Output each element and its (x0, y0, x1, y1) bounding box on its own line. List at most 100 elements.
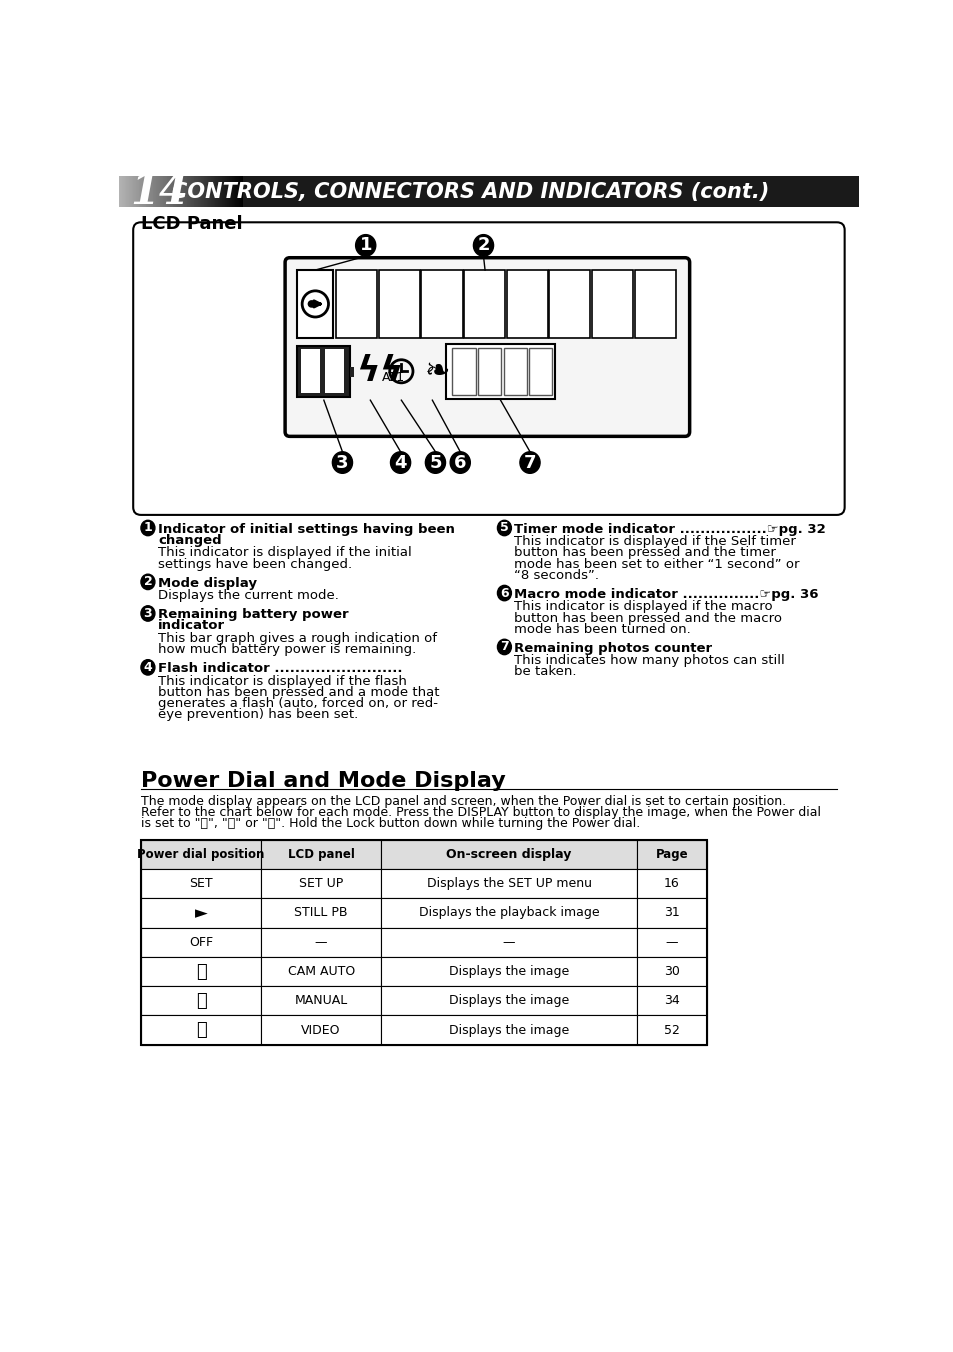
Text: 30: 30 (663, 965, 679, 977)
Text: mode has been set to either “1 second” or: mode has been set to either “1 second” o… (514, 557, 800, 571)
Text: Ⓜ: Ⓜ (195, 992, 206, 1010)
Text: On-screen display: On-screen display (446, 848, 571, 861)
Text: Remaining photos counter: Remaining photos counter (514, 642, 712, 654)
Bar (529, 347, 552, 395)
Text: 5: 5 (499, 522, 508, 534)
Text: This indicator is displayed if the flash: This indicator is displayed if the flash (158, 675, 406, 688)
Bar (452, 347, 476, 395)
Bar (297, 270, 333, 338)
Bar (141, 986, 261, 1015)
Bar (261, 840, 381, 869)
Ellipse shape (390, 452, 410, 473)
Text: LCD Panel: LCD Panel (141, 215, 242, 233)
Text: Mode display: Mode display (158, 576, 256, 589)
Text: 3: 3 (335, 453, 349, 472)
Text: SET UP: SET UP (298, 877, 343, 890)
Text: Displays the playback image: Displays the playback image (418, 906, 598, 919)
Text: 5: 5 (429, 453, 441, 472)
Ellipse shape (141, 575, 154, 589)
Text: Page: Page (655, 848, 687, 861)
Text: CAM AUTO: CAM AUTO (287, 965, 355, 977)
Bar (141, 840, 706, 1045)
Text: 16: 16 (663, 877, 679, 890)
Ellipse shape (450, 452, 470, 473)
Text: 4: 4 (143, 661, 152, 673)
Bar (506, 270, 547, 338)
Text: indicator: indicator (158, 619, 225, 633)
Text: 6: 6 (454, 453, 466, 472)
Text: This indicator is displayed if the macro: This indicator is displayed if the macro (514, 600, 772, 614)
Ellipse shape (355, 235, 375, 256)
FancyBboxPatch shape (285, 258, 689, 437)
Ellipse shape (497, 521, 511, 535)
Ellipse shape (497, 639, 511, 654)
Bar (637, 986, 706, 1015)
Text: ❧: ❧ (424, 357, 450, 385)
Text: changed: changed (158, 534, 221, 546)
Text: Power dial position: Power dial position (137, 848, 264, 861)
Text: This indicator is displayed if the initial: This indicator is displayed if the initi… (158, 546, 412, 560)
Text: Ⓐ: Ⓐ (195, 963, 206, 980)
Text: LCD panel: LCD panel (288, 848, 355, 861)
Text: STILL PB: STILL PB (294, 906, 348, 919)
Bar (119, 176, 858, 207)
Bar (141, 898, 261, 927)
Text: OFF: OFF (189, 936, 213, 949)
Text: AT1: AT1 (381, 370, 405, 384)
Text: mode has been turned on.: mode has been turned on. (514, 623, 691, 635)
Text: be taken.: be taken. (514, 665, 577, 679)
FancyBboxPatch shape (133, 222, 843, 515)
Ellipse shape (425, 452, 445, 473)
Text: MANUAL: MANUAL (294, 994, 348, 1007)
Text: 3: 3 (144, 607, 152, 621)
Text: settings have been changed.: settings have been changed. (158, 557, 352, 571)
Text: Displays the SET UP menu: Displays the SET UP menu (426, 877, 591, 890)
Bar (446, 343, 555, 399)
Bar (381, 927, 637, 957)
Text: —: — (314, 936, 327, 949)
Bar (637, 927, 706, 957)
Bar (592, 270, 633, 338)
Text: VIDEO: VIDEO (301, 1023, 340, 1037)
Text: button has been pressed and a mode that: button has been pressed and a mode that (158, 685, 439, 699)
Text: Displays the current mode.: Displays the current mode. (158, 589, 338, 602)
Bar (634, 270, 675, 338)
Circle shape (308, 301, 314, 307)
Bar (477, 347, 500, 395)
Text: generates a flash (auto, forced on, or red-: generates a flash (auto, forced on, or r… (158, 698, 437, 710)
Text: “8 seconds”.: “8 seconds”. (514, 569, 598, 581)
Text: how much battery power is remaining.: how much battery power is remaining. (158, 644, 416, 656)
Ellipse shape (519, 452, 539, 473)
Text: 31: 31 (663, 906, 679, 919)
Bar (381, 1015, 637, 1045)
Bar (261, 898, 381, 927)
Text: SET: SET (189, 877, 213, 890)
Text: 1: 1 (143, 522, 152, 534)
Bar (378, 270, 419, 338)
Text: Timer mode indicator .................☞pg. 32: Timer mode indicator .................☞p… (514, 523, 825, 535)
Ellipse shape (497, 585, 511, 600)
Text: —: — (665, 936, 678, 949)
Ellipse shape (473, 235, 493, 256)
Text: button has been pressed and the timer: button has been pressed and the timer (514, 546, 776, 560)
Bar (261, 869, 381, 898)
Text: Flash indicator .........................: Flash indicator ........................… (158, 662, 402, 675)
Text: is set to "Ⓐ", "Ⓜ" or "Ⓥ". Hold the Lock button down while turning the Power dia: is set to "Ⓐ", "Ⓜ" or "Ⓥ". Hold the Lock… (141, 817, 639, 830)
Text: Macro mode indicator ...............☞pg. 36: Macro mode indicator ...............☞pg.… (514, 588, 818, 600)
Text: 34: 34 (663, 994, 679, 1007)
Text: —: — (502, 936, 515, 949)
Bar (381, 957, 637, 986)
Ellipse shape (141, 660, 154, 675)
Text: button has been pressed and the macro: button has been pressed and the macro (514, 611, 781, 625)
Bar (261, 986, 381, 1015)
Text: This bar graph gives a rough indication of: This bar graph gives a rough indication … (158, 631, 436, 645)
Text: 6: 6 (499, 587, 508, 599)
Text: 2: 2 (476, 237, 489, 254)
Bar (381, 840, 637, 869)
Text: 2: 2 (143, 576, 152, 588)
Text: ϟϟ: ϟϟ (356, 354, 404, 388)
Text: CONTROLS, CONNECTORS AND INDICATORS (cont.): CONTROLS, CONNECTORS AND INDICATORS (con… (172, 181, 768, 201)
Text: Displays the image: Displays the image (449, 1023, 569, 1037)
Text: This indicator is displayed if the Self timer: This indicator is displayed if the Self … (514, 535, 796, 549)
Bar (637, 1015, 706, 1045)
